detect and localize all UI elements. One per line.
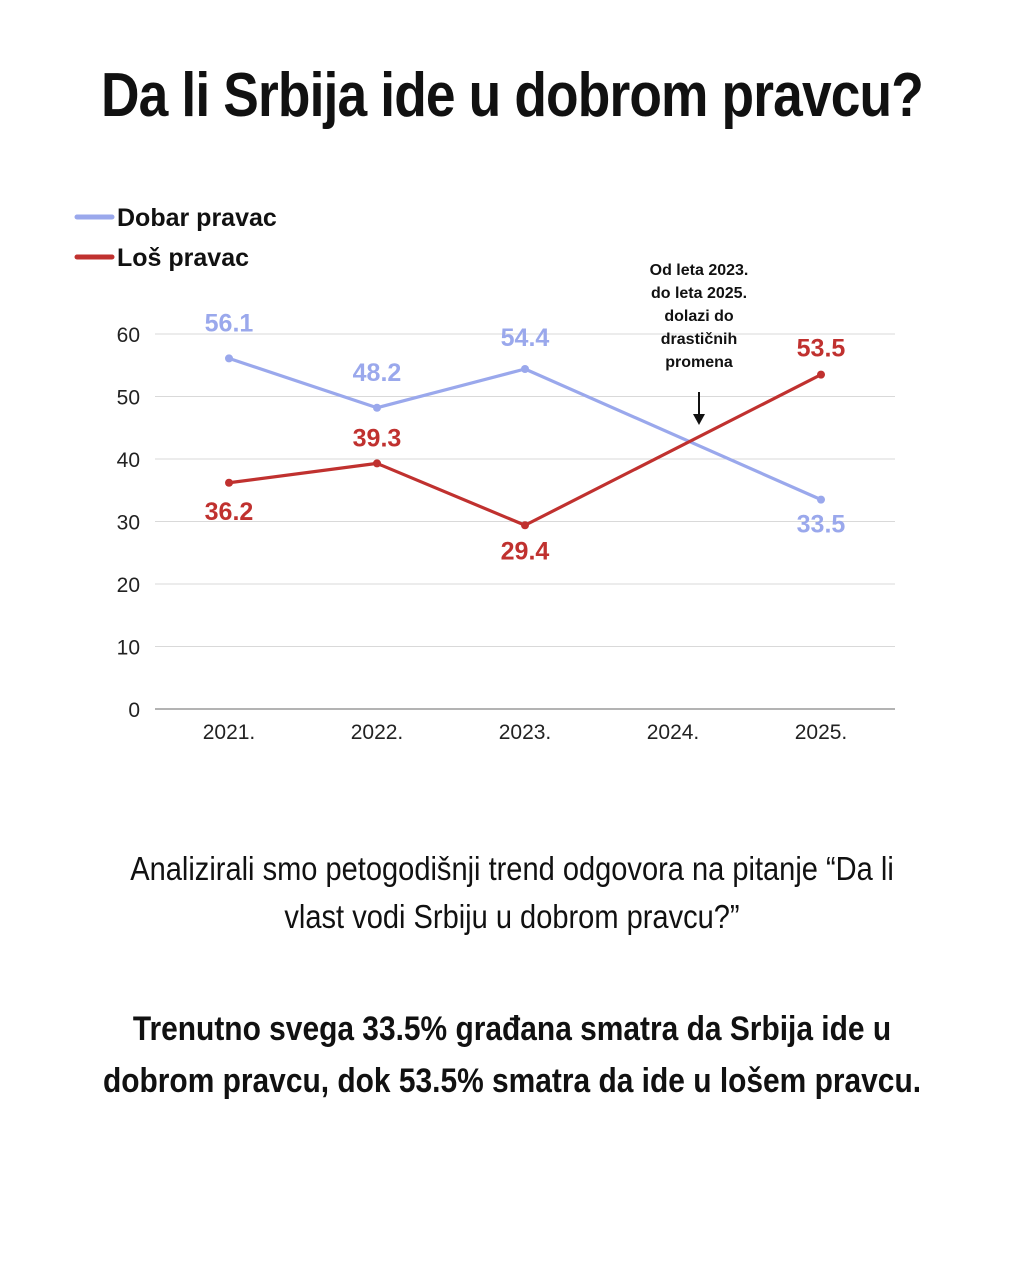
x-tick-label: 2024.	[647, 721, 700, 744]
y-tick-label: 60	[117, 324, 140, 347]
annotation-text: do leta 2025.	[651, 285, 747, 302]
x-tick-label: 2025.	[795, 721, 848, 744]
annotation-text: drastičnih	[661, 331, 737, 348]
y-tick-label: 50	[117, 387, 140, 410]
annotation-arrow-head	[693, 414, 705, 425]
description-text: Analizirali smo petogodišnji trend odgov…	[130, 850, 894, 935]
y-tick-label: 30	[117, 512, 140, 535]
data-label: 48.2	[353, 359, 402, 387]
data-label: 56.1	[205, 309, 254, 337]
annotation-text: Od leta 2023.	[650, 262, 749, 279]
data-label: 36.2	[205, 498, 254, 526]
annotation-text: dolazi do	[664, 308, 734, 325]
page-title: Da li Srbija ide u dobrom pravcu?	[101, 61, 924, 130]
data-label: 54.4	[501, 324, 550, 352]
y-tick-label: 0	[128, 699, 140, 722]
data-point	[225, 354, 233, 363]
data-point	[817, 370, 825, 379]
data-point	[521, 365, 529, 373]
data-label: 39.3	[353, 424, 402, 452]
legend-label: Loš pravac	[117, 244, 249, 272]
data-label: 29.4	[501, 537, 550, 565]
series-line	[228, 373, 822, 527]
y-tick-label: 10	[117, 637, 140, 660]
line-chart: 0 10 20 30 40 50 60 2021. 2022. 2023. 2024. 2025. Do…	[74, 204, 895, 744]
data-label: 53.5	[797, 335, 846, 363]
y-tick-label: 40	[117, 449, 140, 472]
data-point	[521, 521, 529, 530]
data-point	[225, 478, 233, 487]
data-label: 33.5	[797, 511, 846, 539]
x-tick-label: 2022.	[351, 721, 404, 744]
legend-label: Dobar pravac	[117, 204, 277, 232]
data-point	[817, 495, 825, 504]
data-point	[373, 403, 381, 412]
y-tick-label: 20	[117, 574, 140, 597]
summary-text: Trenutno svega 33.5% građana smatra da S…	[102, 1010, 922, 1100]
data-point	[373, 459, 381, 468]
series-line	[228, 356, 822, 502]
x-tick-label: 2021.	[203, 721, 256, 744]
annotation-text: promena	[665, 354, 733, 371]
x-tick-label: 2023.	[499, 721, 552, 744]
